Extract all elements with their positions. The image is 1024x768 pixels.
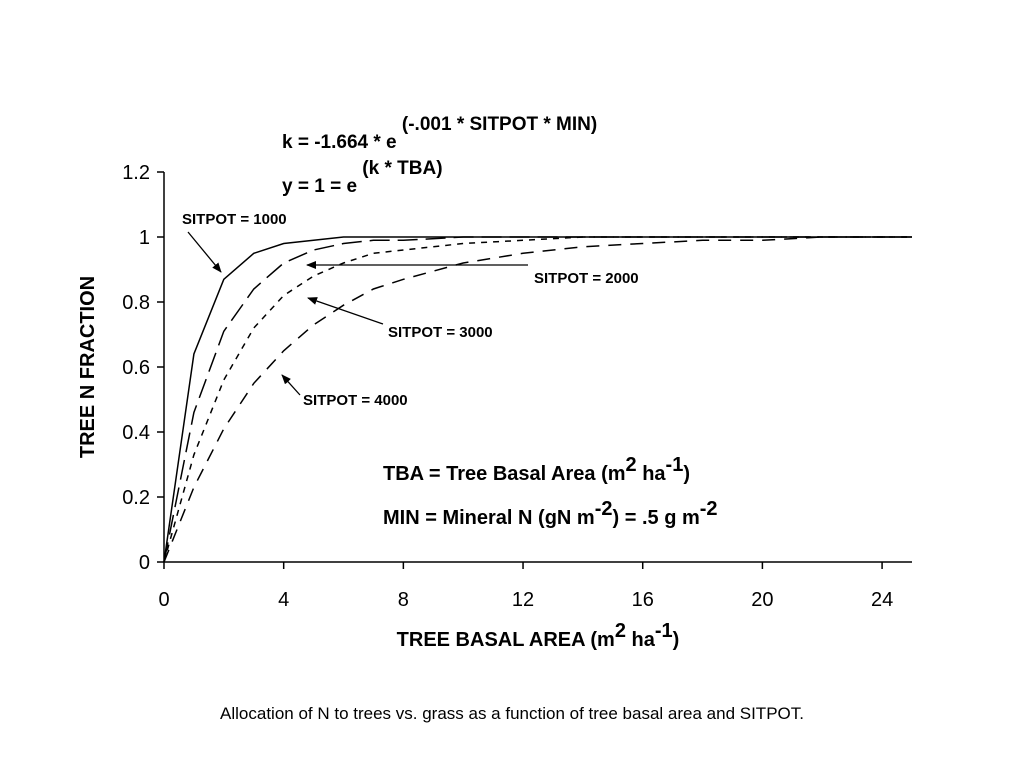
x-axis-title-main: TREE BASAL AREA (m [397, 629, 615, 651]
y-axis-title: TREE N FRACTION [77, 276, 99, 458]
y-tick-label: 0.2 [122, 487, 150, 509]
legend-tba-main: TBA = Tree Basal Area (m [383, 463, 626, 485]
legend-tba-end: ) [683, 463, 690, 485]
x-axis-title-mid: ha [626, 629, 656, 651]
legend-min-mid: ) = .5 g m [613, 507, 700, 529]
x-ticks: 0 4 8 12 16 20 24 [158, 562, 893, 611]
y-tick-label: 0.8 [122, 292, 150, 314]
legend-min: MIN = Mineral N (gN m-2) = .5 g m-2 [383, 498, 718, 529]
curve-label-1000: SITPOT = 1000 [182, 211, 287, 228]
y-tick-label: 1 [139, 227, 150, 249]
arrow-4000 [281, 374, 301, 396]
x-axis-title-end: ) [673, 629, 680, 651]
formula-y-main: y = 1 = e [282, 176, 357, 197]
y-tick-label: 1.2 [122, 162, 150, 184]
x-tick-label: 12 [512, 589, 534, 611]
figure-caption: Allocation of N to trees vs. grass as a … [220, 704, 804, 723]
legend-tba-mid: ha [637, 463, 667, 485]
formula-y-exponent: (k * TBA) [362, 158, 442, 179]
legend-tba: TBA = Tree Basal Area (m2 ha-1) [383, 454, 690, 485]
series-line-4 [163, 236, 912, 563]
legend-tba-sup2: -1 [666, 454, 684, 476]
legend-min-sup2: -2 [700, 498, 718, 520]
y-tick-label: 0 [139, 552, 150, 574]
x-tick-label: 20 [751, 589, 773, 611]
x-tick-label: 24 [871, 589, 893, 611]
x-axis-title: TREE BASAL AREA (m2 ha-1) [397, 620, 680, 651]
formula-k-main: k = -1.664 * e [282, 132, 397, 153]
legend-tba-sup1: 2 [626, 454, 637, 476]
tree-n-fraction-chart: k = -1.664 * e (-.001 * SITPOT * MIN) y … [77, 114, 912, 651]
formula-k-exponent: (-.001 * SITPOT * MIN) [402, 114, 597, 135]
x-axis-title-sup2: -1 [655, 620, 673, 642]
legend-min-main: MIN = Mineral N (gN m [383, 507, 595, 529]
arrow-1000 [187, 231, 222, 273]
series-line-3 [163, 236, 912, 563]
formula-y: y = 1 = e (k * TBA) [282, 158, 443, 197]
x-axis-title-sup1: 2 [615, 620, 626, 642]
y-tick-label: 0.4 [122, 422, 150, 444]
x-tick-label: 0 [158, 589, 169, 611]
y-ticks: 0 0.2 0.4 0.6 0.8 1 1.2 [122, 162, 164, 574]
curve-label-2000: SITPOT = 2000 [534, 270, 639, 287]
x-tick-label: 8 [398, 589, 409, 611]
x-tick-label: 16 [632, 589, 654, 611]
curves [163, 236, 912, 563]
curve-label-4000: SITPOT = 4000 [303, 392, 408, 409]
curve-label-3000: SITPOT = 3000 [388, 324, 493, 341]
y-tick-label: 0.6 [122, 357, 150, 379]
x-tick-label: 4 [278, 589, 289, 611]
arrow-3000 [307, 297, 384, 325]
legend-min-sup1: -2 [595, 498, 613, 520]
formula-k: k = -1.664 * e (-.001 * SITPOT * MIN) [282, 114, 597, 153]
